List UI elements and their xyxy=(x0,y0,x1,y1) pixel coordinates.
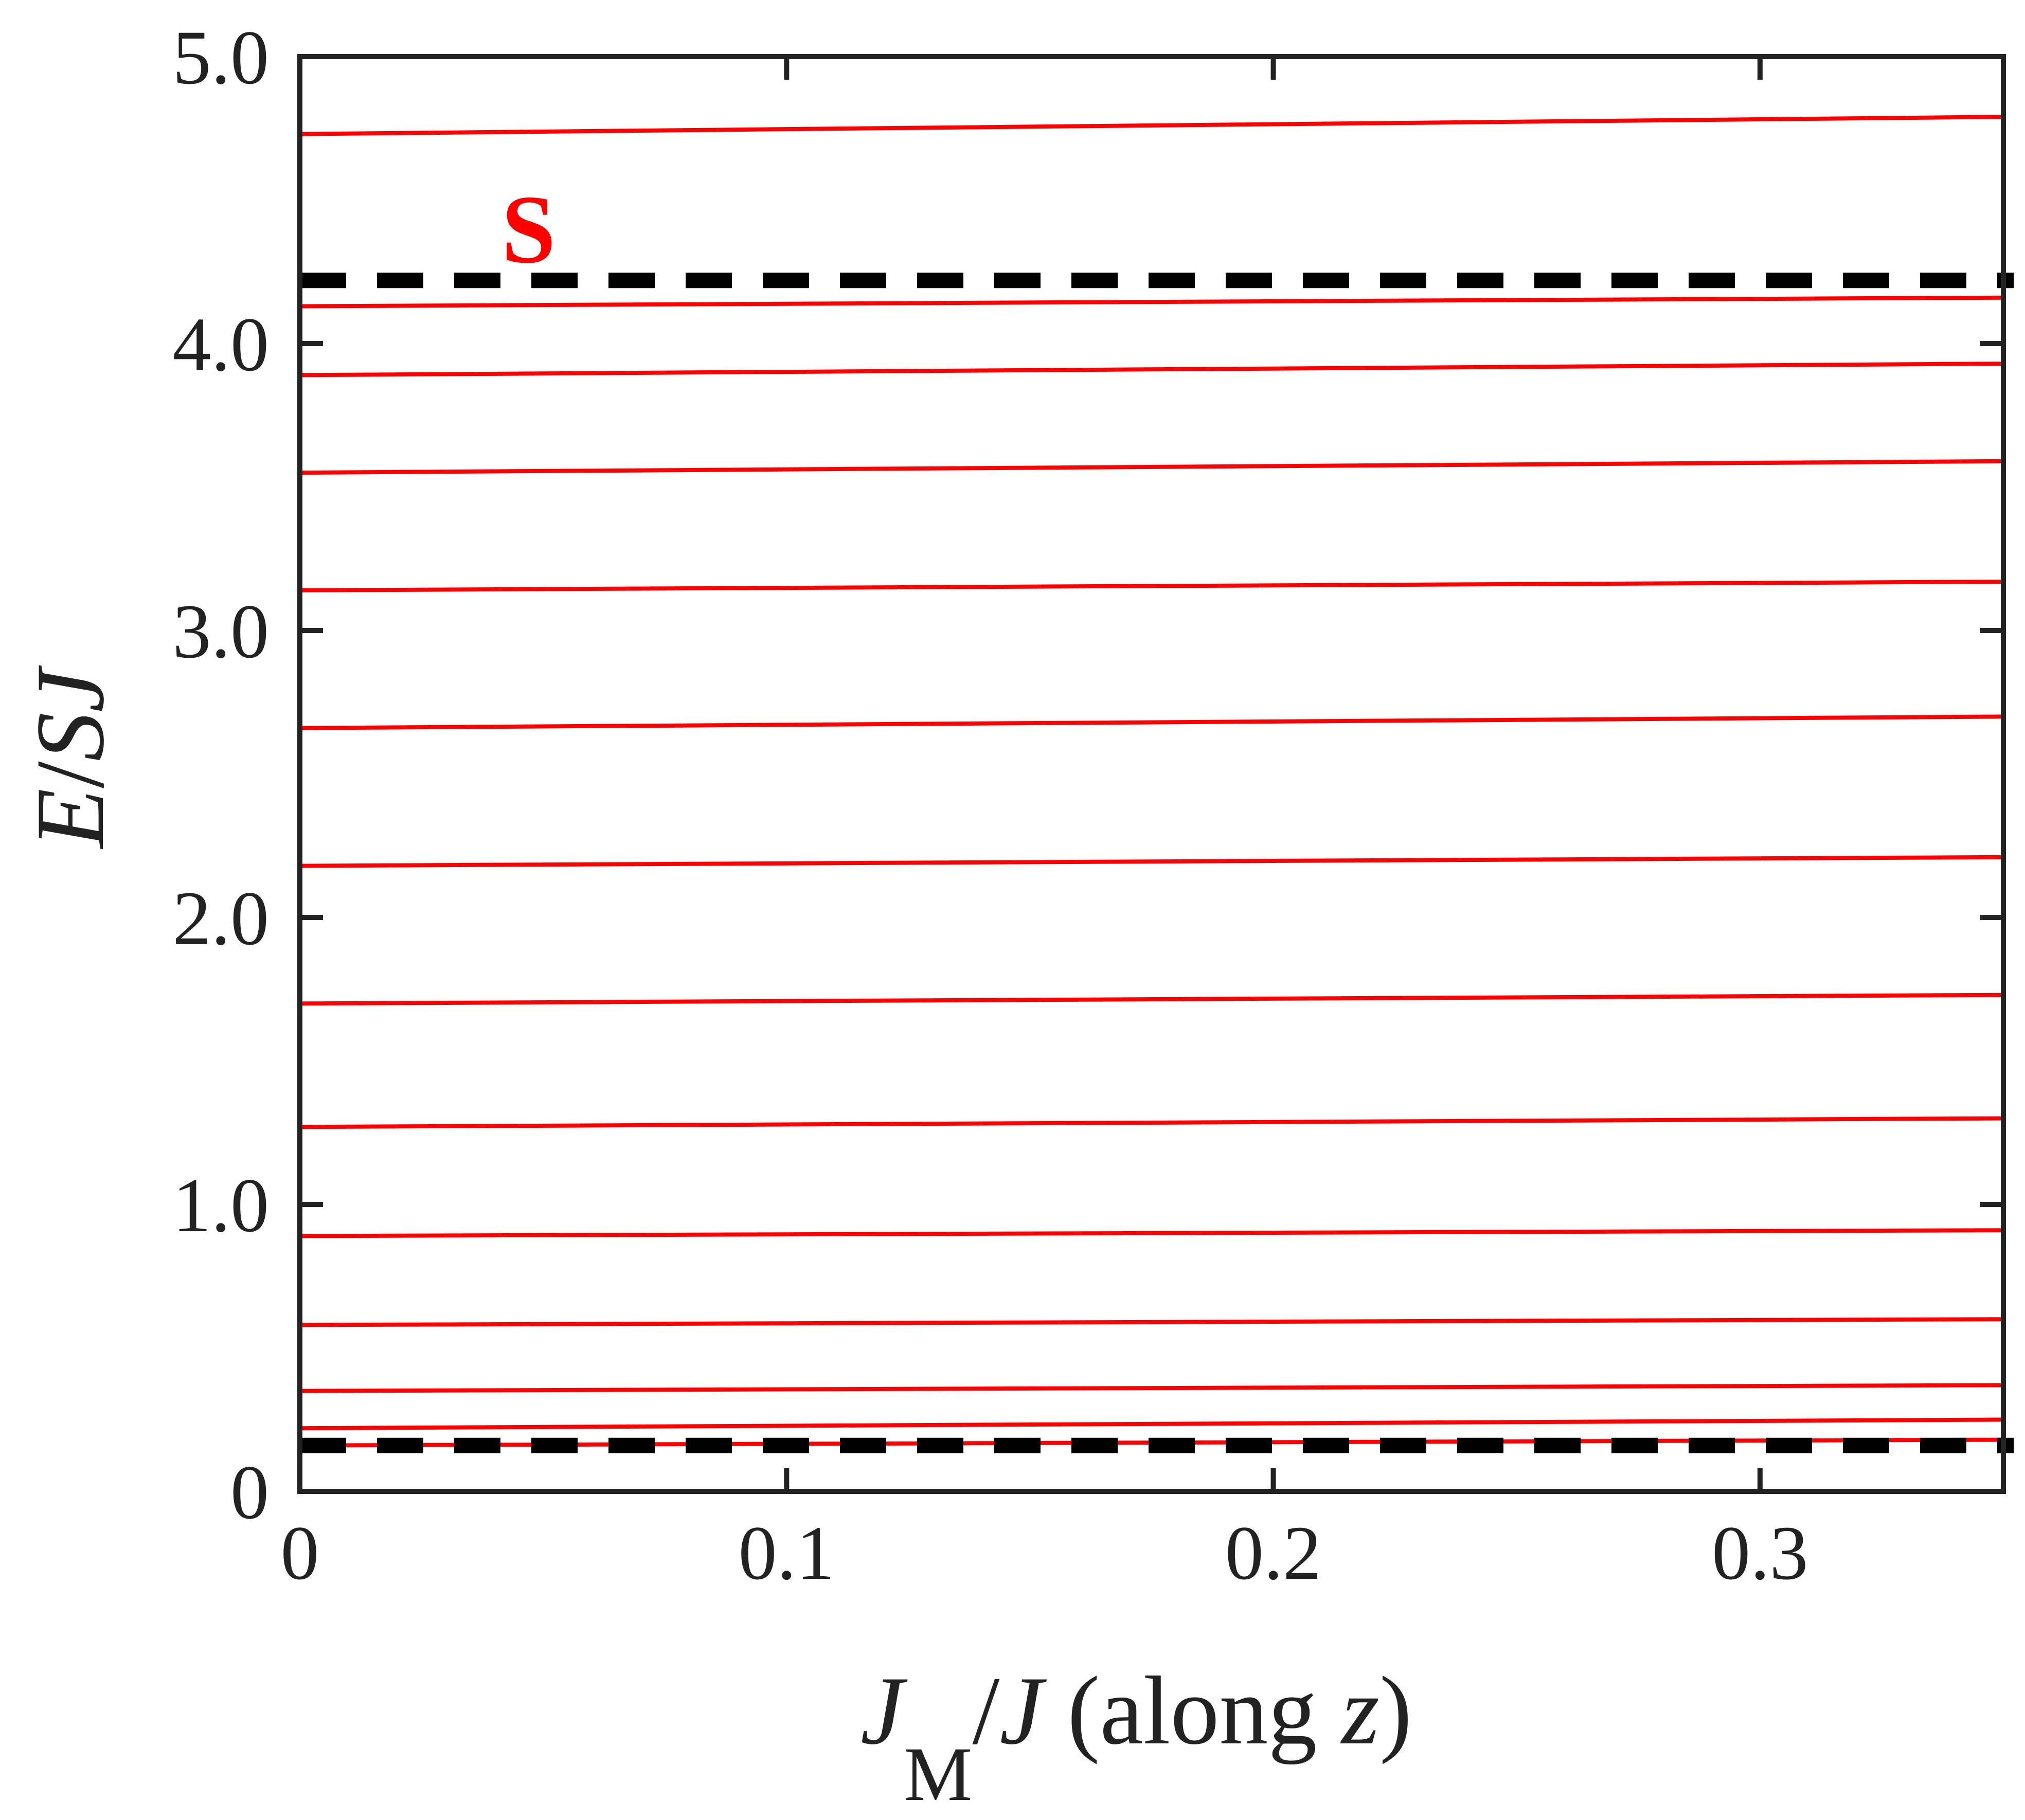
series-line-6 xyxy=(299,1116,2004,1129)
series-line-9 xyxy=(299,714,2004,730)
series-line-13 xyxy=(299,295,2004,309)
y-tick-label: 5.0 xyxy=(173,15,270,100)
annotations: S xyxy=(501,176,556,284)
x-tick-label: 0.1 xyxy=(739,1510,835,1596)
y-tick-labels: 0 1.0 2.0 3.0 4.0 5.0 xyxy=(173,15,270,1535)
plot-frame xyxy=(297,54,2006,1494)
y-tick-label: 3.0 xyxy=(173,589,270,674)
series-line-12 xyxy=(299,362,2004,377)
x-axis-label: JM/J (along z) xyxy=(861,1657,1412,1817)
axis-ticks xyxy=(300,57,2003,1491)
series-line-11 xyxy=(299,459,2004,475)
band-edges xyxy=(300,273,2014,1453)
y-tick-label: 2.0 xyxy=(173,876,270,961)
series-line-14 xyxy=(299,115,2004,136)
series-line-2 xyxy=(299,1417,2004,1431)
series-line-4 xyxy=(299,1317,2004,1327)
x-tick-label: 0.2 xyxy=(1225,1510,1322,1596)
series-line-7 xyxy=(299,993,2004,1006)
y-tick-label: 1.0 xyxy=(173,1163,270,1248)
series-line-10 xyxy=(299,580,2004,592)
series-line-8 xyxy=(299,855,2004,868)
series-line-5 xyxy=(299,1228,2004,1238)
annotation-label: S xyxy=(501,176,556,284)
x-tick-label: 0.3 xyxy=(1712,1510,1808,1596)
series-line-3 xyxy=(299,1383,2004,1393)
y-axis-label: E/SJ xyxy=(16,665,124,850)
x-tick-label: 0 xyxy=(281,1510,319,1596)
x-tick-labels: 0 0.1 0.2 0.3 xyxy=(281,1510,1808,1596)
y-tick-label: 0 xyxy=(230,1450,269,1535)
y-tick-label: 4.0 xyxy=(173,302,270,387)
series-lines xyxy=(299,115,2004,1448)
